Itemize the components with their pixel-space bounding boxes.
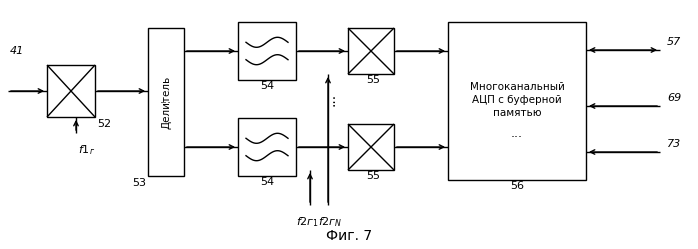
Text: 57: 57 bbox=[667, 37, 681, 47]
Bar bbox=[148, 28, 184, 176]
Text: 52: 52 bbox=[97, 119, 111, 129]
Text: 69: 69 bbox=[667, 93, 681, 103]
Text: 54: 54 bbox=[260, 81, 274, 91]
Bar bbox=[238, 22, 296, 80]
Bar bbox=[238, 118, 296, 176]
Bar bbox=[47, 65, 95, 117]
Text: ...: ... bbox=[323, 92, 337, 106]
Text: Делитель: Делитель bbox=[161, 75, 171, 129]
Text: памятью: памятью bbox=[493, 108, 541, 118]
Text: $f2г_1$: $f2г_1$ bbox=[297, 215, 320, 229]
Bar bbox=[448, 22, 586, 180]
Text: 55: 55 bbox=[366, 171, 380, 181]
Text: 56: 56 bbox=[510, 181, 524, 191]
Bar bbox=[348, 28, 394, 74]
Text: 41: 41 bbox=[10, 46, 24, 56]
Text: Фиг. 7: Фиг. 7 bbox=[326, 229, 372, 243]
Text: 54: 54 bbox=[260, 177, 274, 187]
Text: АЦП с буферной: АЦП с буферной bbox=[472, 95, 562, 105]
Text: ...: ... bbox=[511, 126, 523, 139]
Text: $f2г_N$: $f2г_N$ bbox=[318, 215, 342, 229]
Text: 55: 55 bbox=[366, 75, 380, 85]
Text: Многоканальный: Многоканальный bbox=[470, 82, 565, 92]
Text: 53: 53 bbox=[132, 178, 146, 188]
Text: $f1_г$: $f1_г$ bbox=[78, 143, 95, 157]
Text: ...: ... bbox=[160, 92, 172, 106]
Text: 73: 73 bbox=[667, 139, 681, 149]
Bar bbox=[348, 124, 394, 170]
